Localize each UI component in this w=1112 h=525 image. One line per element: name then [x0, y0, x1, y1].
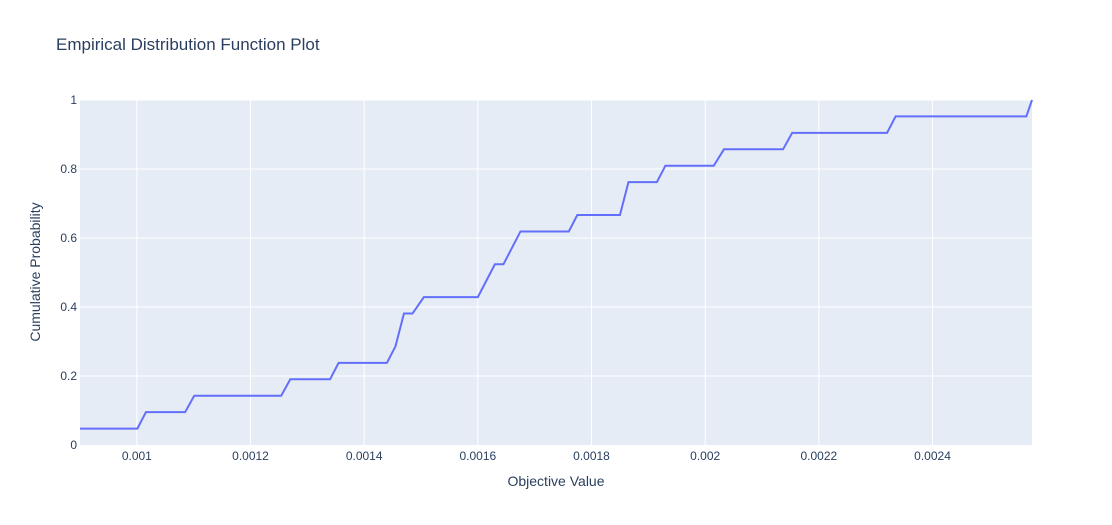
y-tick-label: 0.8	[60, 162, 77, 176]
chart-title: Empirical Distribution Function Plot	[56, 35, 320, 54]
y-tick-label: 0.6	[60, 231, 77, 245]
y-tick-label: 0	[70, 438, 77, 452]
y-tick-label: 0.4	[60, 300, 77, 314]
y-tick-label: 1	[70, 93, 77, 107]
x-tick-label: 0.002	[690, 449, 720, 463]
series-line	[80, 99, 1033, 430]
x-tick-labels: 0.001 0.0012 0.0014 0.0016 0.0018 0.002 0.0022…	[122, 449, 951, 463]
x-tick-label: 0.0016	[459, 449, 496, 463]
x-tick-label: 0.0018	[573, 449, 610, 463]
plot-area	[80, 100, 1032, 445]
x-tick-label: 0.0024	[914, 449, 951, 463]
x-tick-label: 0.001	[122, 449, 152, 463]
x-gridlines	[136, 100, 934, 445]
x-axis-title: Objective Value	[507, 473, 604, 489]
y-axis-title: Cumulative Probability	[27, 202, 43, 341]
y-gridlines	[80, 99, 1032, 377]
x-tick-label: 0.0014	[346, 449, 383, 463]
x-tick-label: 0.0022	[801, 449, 838, 463]
x-tick-label: 0.0012	[232, 449, 269, 463]
y-tick-labels: 0 0.2 0.4 0.6 0.8 1	[60, 93, 77, 452]
y-tick-label: 0.2	[60, 369, 77, 383]
